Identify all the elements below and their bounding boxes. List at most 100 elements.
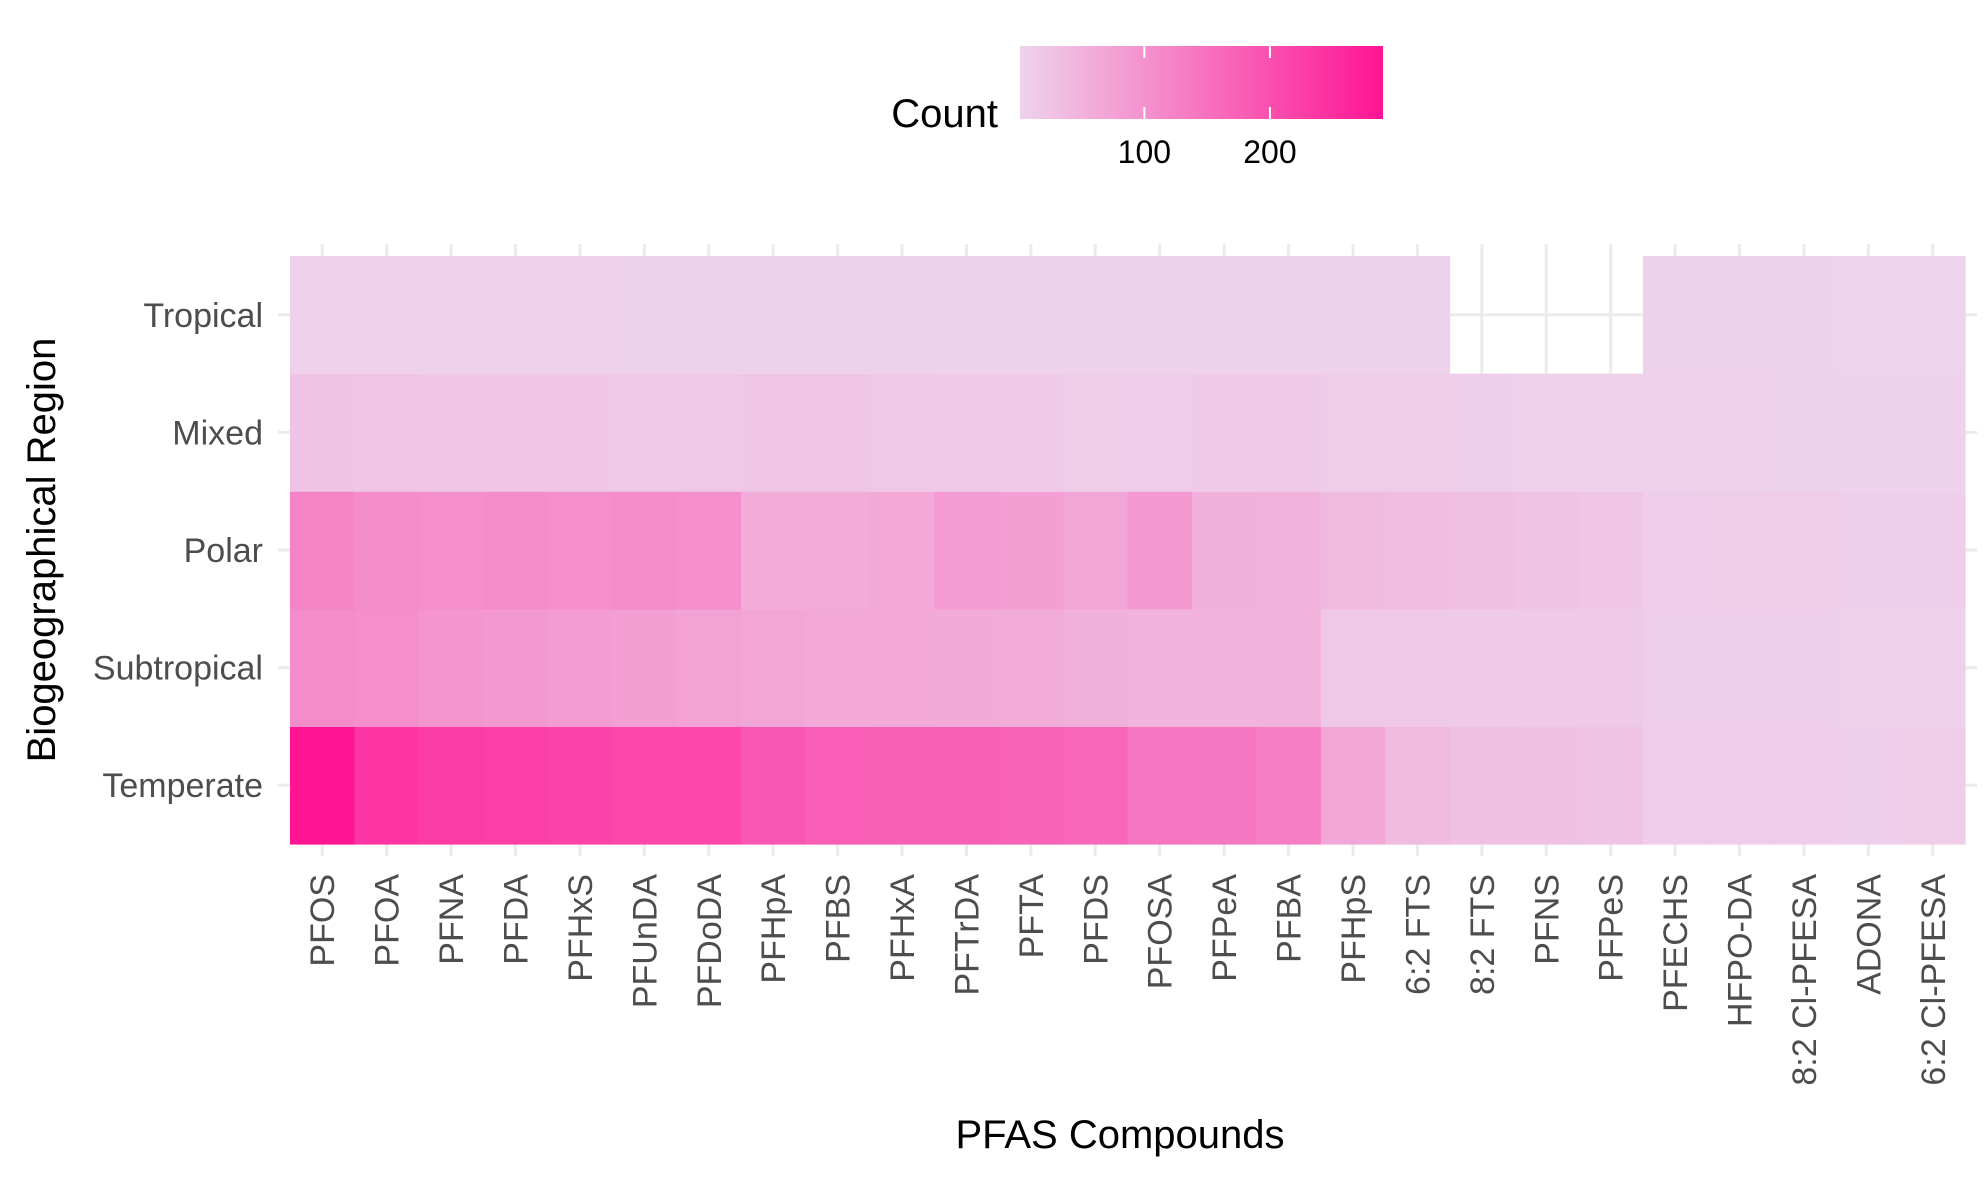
heatmap-cell <box>418 608 484 727</box>
heatmap-cell <box>934 726 1000 845</box>
heatmap-cell <box>1256 373 1322 492</box>
y-tick-label: Tropical <box>143 297 263 335</box>
heatmap-cell <box>740 608 806 727</box>
y-axis-title: Biogeographical Region <box>20 338 64 763</box>
heatmap-cell <box>1707 491 1773 610</box>
y-tick-label: Temperate <box>102 767 263 805</box>
heatmap-cell <box>1063 256 1129 375</box>
heatmap-cell <box>1578 726 1644 845</box>
heatmap-cell <box>740 373 806 492</box>
heatmap-cell <box>483 491 549 610</box>
heatmap-cell <box>1127 491 1193 610</box>
heatmap-cell <box>1900 373 1966 492</box>
heatmap-cell <box>805 726 871 845</box>
heatmap-cell <box>1191 608 1257 727</box>
x-tick-label: PFDA <box>497 874 535 965</box>
x-tick-label: ADONA <box>1850 874 1888 995</box>
heatmap-cell <box>1642 608 1708 727</box>
heatmap-cell <box>1707 256 1773 375</box>
heatmap-cell <box>1320 726 1386 845</box>
heatmap-cell <box>354 726 420 845</box>
heatmap-cell <box>1063 608 1129 727</box>
heatmap-cell <box>934 373 1000 492</box>
x-tick-label: 6:2 Cl-PFESA <box>1915 874 1953 1086</box>
heatmap-cell <box>547 608 613 727</box>
heatmap-cell <box>869 373 935 492</box>
legend-ticks: 100 200 <box>1118 46 1297 170</box>
heatmap-cell <box>1514 491 1580 610</box>
x-tick-labels: PFOS PFOA PFNA PFDA PFHxS PFUnDA PFDoDA PFHpA PF… <box>304 874 1953 1086</box>
heatmap-cell <box>612 726 678 845</box>
x-tick-label: PFHpA <box>755 874 793 984</box>
y-tick-labels: Temperate Subtropical Polar Mixed Tropical <box>93 297 263 805</box>
heatmap-cell <box>676 726 742 845</box>
heatmap-cell <box>676 608 742 727</box>
heatmap-cell <box>805 608 871 727</box>
heatmap-cell <box>869 256 935 375</box>
x-tick-label: PFTrDA <box>948 874 986 996</box>
heatmap-cell <box>998 608 1064 727</box>
heatmap-cell <box>1449 608 1515 727</box>
x-tick-label: PFTA <box>1013 874 1051 959</box>
x-tick-label: PFECHS <box>1657 874 1695 1012</box>
heatmap-cell <box>1771 608 1837 727</box>
x-tick-label: PFPeA <box>1206 874 1244 982</box>
x-tick-label: 6:2 FTS <box>1399 874 1437 995</box>
heatmap-cell <box>676 491 742 610</box>
heatmap-cell <box>290 491 356 610</box>
heatmap-cell <box>354 373 420 492</box>
heatmap-cell <box>483 726 549 845</box>
heatmap-cell <box>1127 373 1193 492</box>
heatmap-cell <box>1900 491 1966 610</box>
heatmap-cell <box>934 491 1000 610</box>
heatmap-cell <box>547 373 613 492</box>
legend-title: Count <box>891 92 998 136</box>
heatmap-cell <box>934 256 1000 375</box>
heatmap-cell <box>1385 726 1451 845</box>
x-tick-label: PFUnDA <box>626 874 664 1008</box>
x-tick-label: 8:2 Cl-PFESA <box>1786 874 1824 1086</box>
heatmap-cell <box>1514 373 1580 492</box>
heatmap-cell <box>290 373 356 492</box>
heatmap-cell <box>1900 608 1966 727</box>
heatmap-cell <box>1771 373 1837 492</box>
heatmap-cell <box>1900 726 1966 845</box>
x-tick-label: PFHxS <box>562 874 600 982</box>
heatmap-cell <box>1385 491 1451 610</box>
heatmap-cell <box>1385 373 1451 492</box>
heatmap-cell <box>1449 373 1515 492</box>
heatmap-cell <box>1449 726 1515 845</box>
heatmap-cell <box>1642 256 1708 375</box>
y-tick-label: Polar <box>184 532 263 570</box>
heatmap-cell <box>418 256 484 375</box>
x-tick-label: PFHpS <box>1335 874 1373 984</box>
heatmap-cell <box>740 256 806 375</box>
heatmap-cell <box>740 491 806 610</box>
heatmap-cell <box>354 256 420 375</box>
heatmap-cell <box>1127 256 1193 375</box>
heatmap-cell <box>1578 608 1644 727</box>
legend-tick-label: 200 <box>1243 134 1296 170</box>
heatmap-cell <box>998 726 1064 845</box>
heatmap-cell <box>869 726 935 845</box>
heatmap-cell <box>1900 256 1966 375</box>
x-axis-title: PFAS Compounds <box>955 1113 1284 1157</box>
heatmap-cell <box>676 256 742 375</box>
heatmap-cell <box>612 256 678 375</box>
heatmap-cell <box>483 256 549 375</box>
y-tick-label: Subtropical <box>93 650 263 688</box>
heatmap-cell <box>1191 373 1257 492</box>
color-legend: Count 100 200 <box>891 46 1383 170</box>
heatmap-cell <box>805 491 871 610</box>
heatmap-cell <box>1256 491 1322 610</box>
heatmap-cell <box>1063 491 1129 610</box>
heatmap-cell <box>354 491 420 610</box>
heatmap-cell <box>1836 256 1902 375</box>
x-tick-label: PFBS <box>820 874 858 963</box>
legend-colorbar <box>1020 46 1383 119</box>
heatmap-cell <box>1578 373 1644 492</box>
x-tick-label: 8:2 FTS <box>1464 874 1502 995</box>
heatmap-cell <box>418 373 484 492</box>
heatmap-cell <box>1320 491 1386 610</box>
